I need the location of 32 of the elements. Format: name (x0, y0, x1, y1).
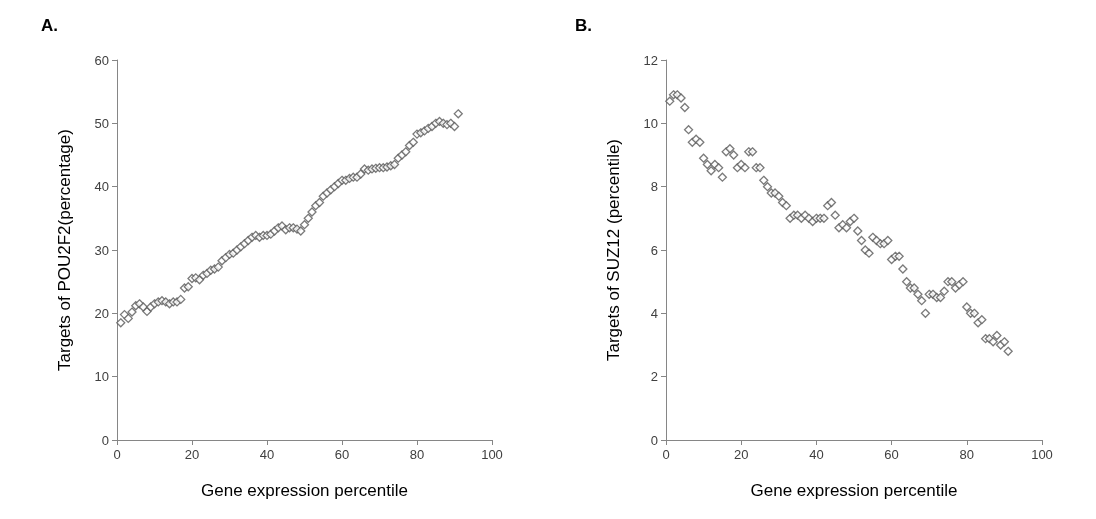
y-tick-label: 20 (94, 305, 109, 321)
y-tick-label: 40 (94, 179, 109, 195)
x-tick-label: 40 (809, 447, 824, 462)
x-axis-title: Gene expression percentile (750, 481, 958, 500)
y-axis-title: Targets of POU2F2(percentage) (55, 129, 74, 371)
x-tick-label: 60 (884, 447, 899, 462)
x-tick-label: 20 (733, 447, 749, 462)
y-tick-label: 6 (650, 242, 658, 258)
x-axis-title: Gene expression percentile (201, 481, 408, 500)
y-tick-label: 10 (643, 115, 658, 131)
y-tick-label: 4 (650, 305, 658, 321)
y-tick-label: 0 (650, 432, 658, 448)
chart-title: B. (575, 16, 592, 35)
x-tick-label: 0 (662, 447, 670, 462)
x-tick-label: 0 (113, 447, 121, 462)
y-tick-label: 10 (94, 369, 109, 385)
x-tick-label: 100 (1031, 447, 1053, 462)
x-tick-label: 20 (184, 447, 200, 462)
y-tick-label: 50 (94, 115, 109, 131)
y-tick-label: 0 (101, 432, 109, 448)
chart-title: A. (41, 16, 58, 35)
y-tick-label: 30 (94, 242, 109, 258)
y-tick-label: 12 (643, 52, 658, 68)
x-tick-label: 80 (409, 447, 425, 462)
x-tick-label: 80 (959, 447, 975, 462)
y-tick-label: 60 (94, 52, 109, 68)
x-tick-label: 40 (259, 447, 275, 462)
y-tick-label: 8 (650, 179, 658, 195)
x-tick-label: 100 (481, 447, 503, 462)
y-axis-title: Targets of SUZ12 (percentile) (604, 138, 623, 362)
y-tick-label: 2 (650, 369, 658, 385)
x-tick-label: 60 (334, 447, 350, 462)
